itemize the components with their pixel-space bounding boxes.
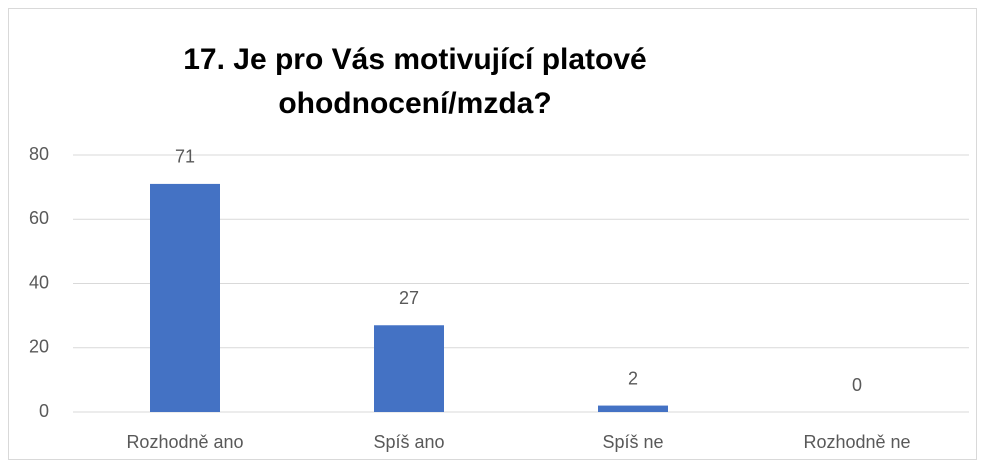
- chart-title: 17. Je pro Vás motivující platové ohodno…: [183, 43, 647, 120]
- x-tick-label: Spíš ano: [373, 432, 444, 452]
- data-label: 27: [399, 288, 419, 308]
- bar: [374, 325, 444, 412]
- data-label: 71: [175, 147, 195, 167]
- data-label: 2: [628, 368, 638, 388]
- y-tick-label: 60: [29, 208, 49, 228]
- x-tick-label: Spíš ne: [602, 432, 663, 452]
- x-tick-label: Rozhodně ano: [126, 432, 243, 452]
- y-tick-label: 20: [29, 337, 49, 357]
- chart-border: [8, 8, 977, 460]
- y-tick-label: 0: [39, 401, 49, 421]
- y-tick-label: 80: [29, 144, 49, 164]
- x-tick-label: Rozhodně ne: [803, 432, 910, 452]
- data-label: 0: [852, 375, 862, 395]
- y-tick-label: 40: [29, 272, 49, 292]
- bar: [598, 405, 668, 412]
- bar: [150, 183, 220, 412]
